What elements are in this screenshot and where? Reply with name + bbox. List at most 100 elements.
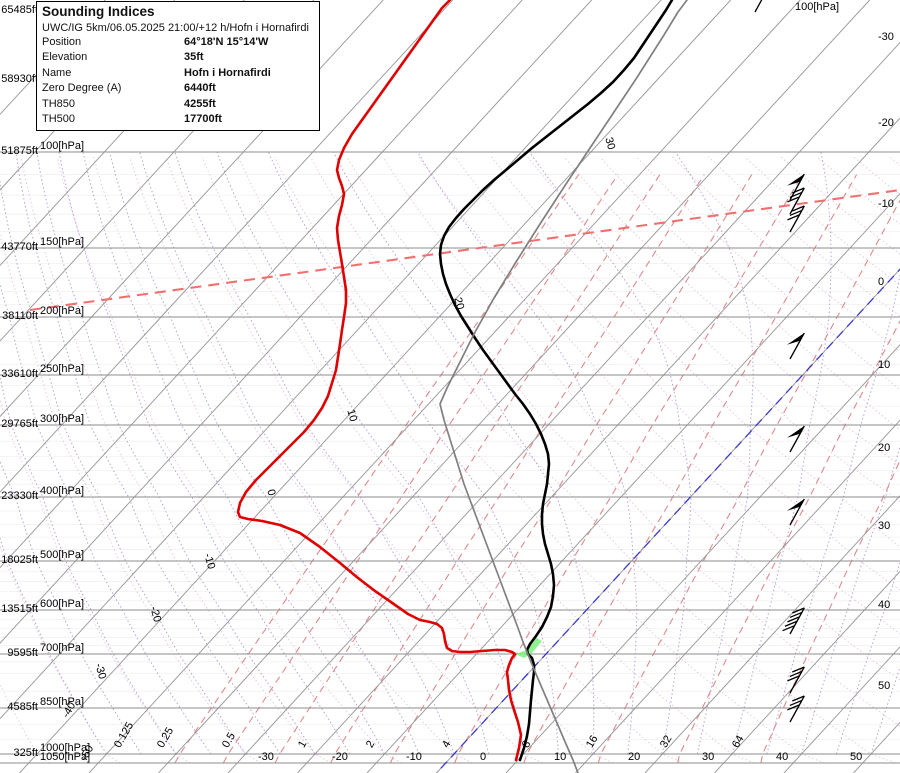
indices-value: 6440ft	[184, 82, 216, 95]
pressure-label: 300[hPa]	[40, 413, 85, 425]
pressure-label: 600[hPa]	[40, 598, 85, 610]
indices-row: TH850 4255ft	[42, 97, 315, 112]
isotherm-label-bottom: -20	[332, 751, 348, 763]
dry-adiabat	[454, 156, 900, 591]
indices-table: Position 64°18'N 15°14'W Elevation 35ft Name…	[42, 35, 315, 127]
pressure-label: 150[hPa]	[40, 236, 85, 248]
mixing-ratio-line	[174, 174, 580, 764]
indices-title: Sounding Indices	[42, 4, 155, 19]
pressure-label: 400[hPa]	[40, 485, 85, 497]
dry-adiabat	[56, 156, 403, 764]
barb-full	[787, 196, 800, 203]
pressure-label: 200[hPa]	[40, 305, 85, 317]
profile-dewpoint-line	[236, 0, 523, 762]
dry-adiabat	[599, 156, 900, 431]
isotherm-label-bottom: 10	[554, 751, 567, 763]
barb-full	[792, 607, 805, 614]
barb-full	[787, 214, 800, 221]
barb-full	[787, 616, 800, 623]
indices-row: TH500 17700ft	[42, 112, 315, 127]
pressure-label: 700[hPa]	[40, 642, 85, 654]
isotherm-label-bottom: -10	[406, 751, 422, 763]
dry-adiabat	[0, 232, 262, 764]
zero-degree-isotherm	[436, 268, 900, 773]
highlight-lines-group	[29, 188, 900, 773]
indices-value: Hofn i Hornafirdi	[184, 66, 271, 79]
barb-full	[792, 187, 805, 194]
pressure-label: 100[hPa]	[40, 140, 85, 152]
isotherm-label-right: 20	[878, 442, 891, 454]
indices-subtitle: UWC/IG 5km/06.05.2025 21:00/+12 h/Hofn i…	[42, 22, 309, 34]
wind-barb	[787, 205, 805, 233]
moist-adiabat	[0, 536, 107, 755]
isotherm-label-right: -30	[878, 31, 894, 43]
isotherm-label-right: 40	[878, 599, 891, 611]
isotherm-line	[0, 0, 593, 644]
wind-barbs-group	[754, 0, 805, 723]
mixing-ratio-line	[274, 174, 661, 764]
pressure-label: 500[hPa]	[40, 549, 85, 561]
dry-adiabat	[0, 397, 191, 764]
mixing-ratio-line	[676, 319, 900, 764]
barb-full	[787, 704, 800, 711]
indices-key: Name	[42, 66, 72, 79]
indices-value: 4255ft	[184, 97, 216, 110]
dry-adiabat	[20, 156, 332, 764]
wind-barb	[754, 0, 763, 13]
barb-full	[789, 611, 803, 619]
altitude-label: 13515ft	[1, 603, 38, 615]
barb-pennant	[787, 333, 805, 345]
isotherm-line	[0, 0, 662, 720]
profile-curves-group	[236, 0, 688, 773]
indices-key: TH500	[42, 113, 76, 126]
altitude-label: 38110ft	[2, 310, 38, 322]
dry-adiabat	[671, 156, 900, 353]
cape-shading	[515, 637, 542, 658]
barb-full	[789, 191, 803, 199]
mixing-ratio-line	[222, 174, 619, 764]
wind-barb	[787, 695, 805, 723]
mixing-ratio-line	[597, 199, 900, 764]
isotherm-line	[366, 192, 900, 773]
isotherm-label-bottom: 50	[850, 751, 863, 763]
barb-full	[792, 205, 805, 212]
altitude-label: 23330ft	[1, 490, 38, 502]
barb-full	[782, 625, 795, 632]
dry-adiabat	[0, 683, 50, 764]
mixing-ratio-line	[330, 174, 705, 764]
profile-temperature-line	[438, 0, 674, 762]
indices-key: TH850	[42, 97, 76, 110]
isotherm-line	[158, 0, 871, 773]
altitude-label: 58930ft	[1, 73, 38, 85]
barb-full	[784, 620, 798, 627]
wind-barb	[787, 498, 805, 526]
isotherm-label-bottom: 40	[776, 751, 789, 763]
isotherm-line	[297, 117, 900, 773]
moist-adiabat	[528, 151, 692, 755]
indices-value: 64°18'N 15°14'W	[184, 36, 269, 48]
altitude-label: 29765ft	[1, 418, 38, 430]
dry-adiabat	[129, 156, 544, 764]
wind-barb	[787, 187, 805, 215]
barb-pennant	[787, 174, 805, 186]
altitude-label: 65485ft	[1, 4, 38, 16]
altitude-label: 51875ft	[1, 145, 38, 157]
isotherm-label-right: 0	[878, 276, 885, 288]
isotherm-line	[0, 0, 454, 493]
barb-pennant	[787, 499, 805, 511]
indices-key: Position	[42, 36, 82, 48]
isotherm-line	[714, 570, 900, 773]
pressure-label: 1000[hPa]	[40, 742, 91, 754]
barb-full	[792, 695, 805, 702]
pressure-label: 1050[hPa]	[40, 751, 91, 763]
indices-key: Elevation	[42, 51, 88, 64]
barb-full	[787, 675, 800, 682]
isotherm-line	[19, 0, 732, 773]
dry-adiabat	[92, 156, 473, 764]
mixing-ratio-line	[389, 174, 753, 764]
mixing-ratio-lines-group	[174, 174, 900, 764]
moist-adiabat	[332, 151, 595, 755]
isotherm-line	[644, 495, 900, 773]
